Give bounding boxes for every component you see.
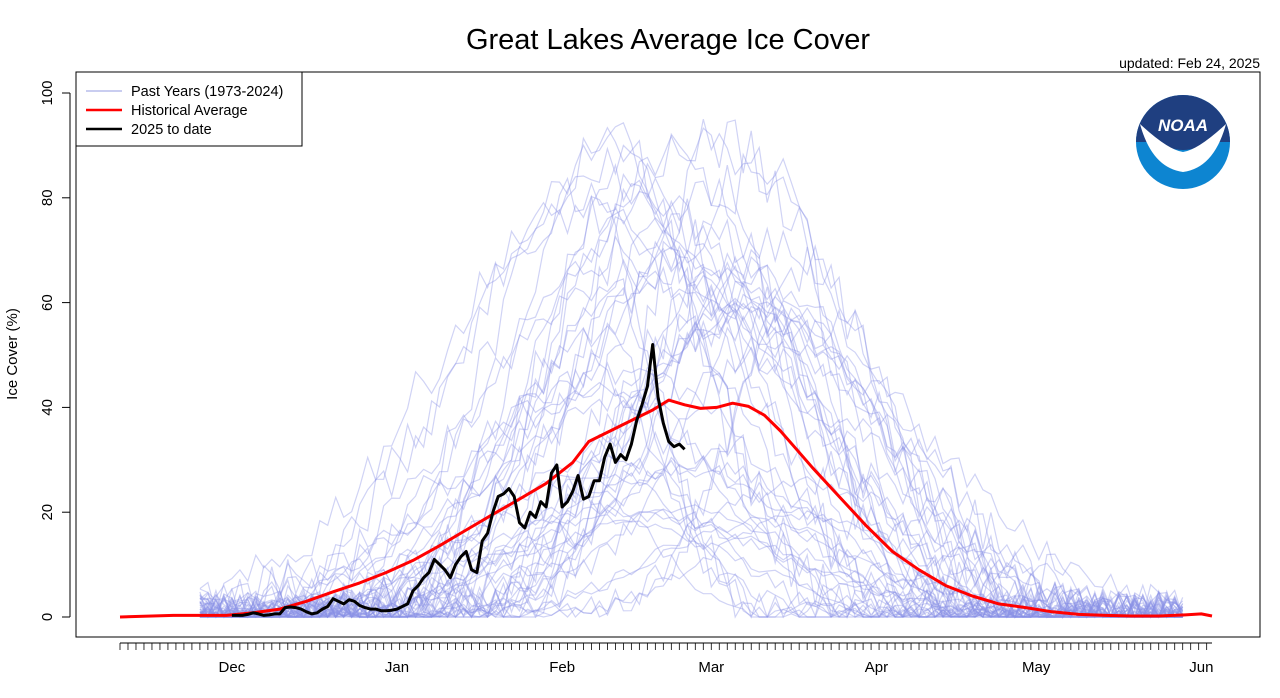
past-year-line <box>199 516 1183 618</box>
past-years-lines <box>199 119 1184 620</box>
legend: Past Years (1973-2024) Historical Averag… <box>75 71 303 147</box>
updated-label: updated: Feb 24, 2025 <box>1119 55 1260 71</box>
past-year-line <box>199 510 1183 618</box>
y-tick-label: 60 <box>39 294 56 311</box>
past-year-line <box>199 246 1184 619</box>
y-tick-label: 40 <box>39 399 56 416</box>
past-year-line <box>199 325 1183 619</box>
past-year-line <box>199 449 1183 618</box>
past-year-line <box>199 476 1183 618</box>
x-tick-label: Feb <box>549 659 575 676</box>
x-tick-label: Apr <box>865 659 888 676</box>
past-year-line <box>199 513 1183 618</box>
past-year-line <box>199 293 1184 619</box>
past-year-line <box>199 132 1183 619</box>
past-year-line <box>199 255 1183 619</box>
past-year-line <box>199 264 1183 619</box>
x-tick-label: Jan <box>385 659 409 676</box>
y-tick-label: 100 <box>39 80 56 105</box>
past-year-line <box>199 459 1184 618</box>
y-axis: 0 20 40 60 80 100 <box>39 80 71 621</box>
past-year-line <box>199 235 1184 619</box>
past-year-line <box>199 194 1184 619</box>
past-year-line <box>199 387 1183 619</box>
y-tick-label: 80 <box>39 189 56 206</box>
past-year-line <box>199 504 1183 618</box>
series-line-2025-to-date <box>231 343 686 617</box>
past-year-line <box>199 190 1184 620</box>
past-year-line <box>199 246 1183 619</box>
past-year-line <box>199 218 1184 619</box>
past-year-line <box>199 286 1184 618</box>
chart-title: Great Lakes Average Ice Cover <box>466 24 870 56</box>
noaa-logo-icon: NOAA <box>1136 95 1230 189</box>
past-year-line <box>199 144 1184 619</box>
y-tick-label: 20 <box>39 504 56 521</box>
x-tick-label: Dec <box>219 659 246 676</box>
past-year-line <box>199 473 1184 618</box>
past-year-line <box>199 370 1184 619</box>
past-year-line <box>199 176 1183 619</box>
x-tick-label: Mar <box>698 659 724 676</box>
x-axis: Dec Jan Feb Mar Apr May Jun <box>119 642 1213 676</box>
past-year-line <box>199 363 1184 619</box>
past-year-line <box>199 164 1184 619</box>
y-axis-label: Ice Cover (%) <box>4 308 21 400</box>
past-year-line <box>199 226 1184 620</box>
main-series-lines <box>119 343 1213 619</box>
legend-label-historical-average: Historical Average <box>131 103 248 119</box>
past-year-line <box>199 490 1183 618</box>
past-year-line <box>199 213 1183 619</box>
past-year-line <box>199 336 1184 618</box>
plot-frame <box>75 71 1261 638</box>
past-year-line <box>199 361 1184 619</box>
past-year-line <box>199 504 1183 618</box>
x-tick-label: Jun <box>1189 659 1213 676</box>
x-tick-label: May <box>1022 659 1051 676</box>
legend-label-2025: 2025 to date <box>131 122 212 138</box>
past-year-line <box>199 302 1184 619</box>
past-year-line <box>199 306 1184 619</box>
past-year-line <box>199 454 1184 618</box>
past-year-line <box>199 512 1183 618</box>
past-year-line <box>199 457 1184 619</box>
past-year-line <box>199 152 1183 619</box>
y-tick-label: 0 <box>39 613 56 621</box>
past-year-line <box>199 258 1183 619</box>
past-year-line <box>199 173 1184 619</box>
past-year-line <box>199 163 1183 619</box>
series-line-historical-average <box>119 398 1213 619</box>
legend-label-past-years: Past Years (1973-2024) <box>131 84 283 100</box>
past-year-line <box>199 119 1184 619</box>
logo-text: NOAA <box>1158 116 1208 135</box>
past-year-line <box>199 278 1183 620</box>
